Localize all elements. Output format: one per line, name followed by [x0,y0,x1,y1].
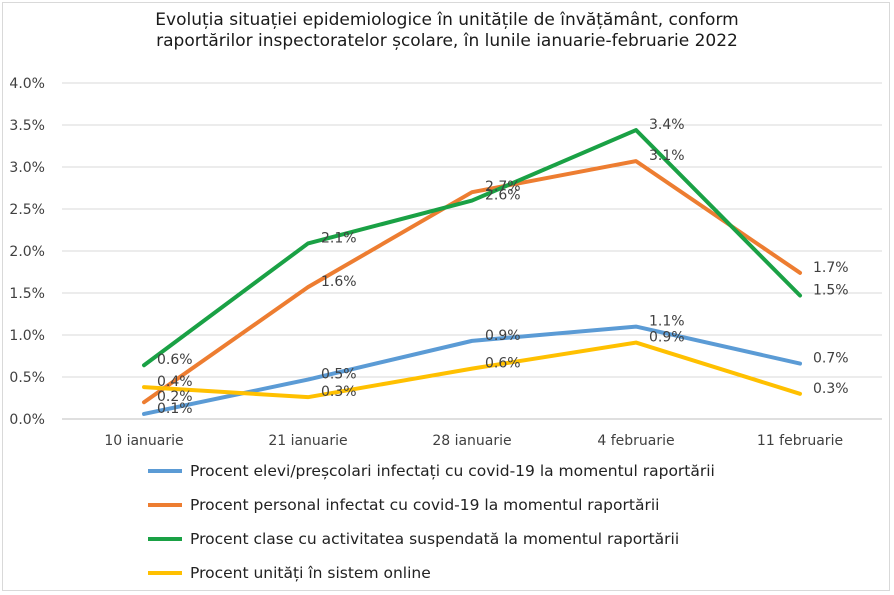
data-label: 0.1% [157,401,193,417]
data-label: 2.7% [485,179,521,195]
y-tick-label: 3.5% [9,118,45,134]
y-tick-label: 0.0% [9,412,45,428]
legend-label: Procent unități în sistem online [190,564,431,582]
x-tick-label: 11 februarie [757,433,843,449]
x-tick-label: 28 ianuarie [432,433,511,449]
data-label: 0.6% [485,356,521,372]
legend-label: Procent clase cu activitatea suspendată … [190,530,680,548]
legend-swatch [148,469,182,473]
series-line-3 [142,128,802,368]
data-label: 0.9% [485,328,521,344]
data-label: 0.3% [321,384,357,400]
y-tick-label: 2.5% [9,202,45,218]
chart-title-line-2: raportărilor inspectoratelor școlare, în… [156,31,738,51]
y-tick-label: 2.0% [9,244,45,260]
chart-title-line-1: Evoluția situației epidemiologice în uni… [155,10,739,30]
series-line-2 [142,159,802,405]
y-tick-label: 1.5% [9,286,45,302]
y-tick-label: 4.0% [9,76,45,92]
y-tick-label: 0.5% [9,370,45,386]
legend-swatch [148,537,182,541]
x-tick-label: 21 ianuarie [268,433,347,449]
legend-label: Procent elevi/preșcolari infectați cu co… [190,462,715,480]
x-tick-label: 10 ianuarie [104,433,183,449]
legend-swatch [148,571,182,575]
x-tick-label: 4 februarie [597,433,674,449]
data-label: 1.1% [649,314,685,330]
data-label: 2.1% [321,230,357,246]
legend-swatch [148,503,182,507]
legend-label: Procent personal infectat cu covid-19 la… [190,496,660,514]
y-tick-label: 1.0% [9,328,45,344]
data-label: 0.6% [157,352,193,368]
data-label: 0.7% [813,351,849,367]
data-label: 3.1% [649,148,685,164]
data-label: 1.6% [321,274,357,290]
data-label: 3.4% [649,117,685,133]
data-label: 0.5% [321,367,357,383]
chart-title: Evoluția situației epidemiologice în uni… [0,10,894,52]
data-label: 0.2% [157,389,193,405]
data-label: 2.6% [485,188,521,204]
series-line-4 [142,340,802,400]
data-label: 1.5% [813,283,849,299]
data-label: 0.4% [157,374,193,390]
y-tick-label: 3.0% [9,160,45,176]
data-label: 0.9% [649,330,685,346]
data-label: 1.7% [813,260,849,276]
data-label: 0.3% [813,381,849,397]
series-line-1 [142,324,802,416]
